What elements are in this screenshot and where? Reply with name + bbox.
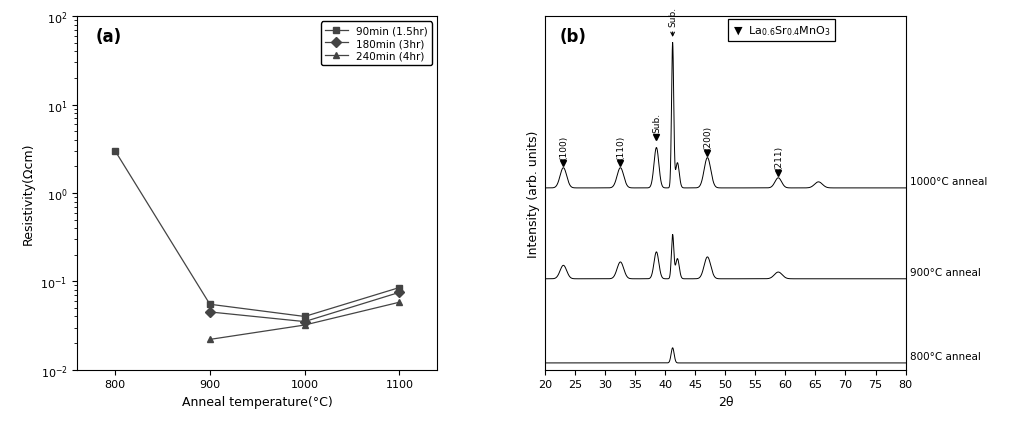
180min (3hr) (204, 310, 216, 315)
Text: (100): (100) (559, 135, 568, 159)
180min (3hr) (298, 319, 311, 324)
240min (4hr) (393, 300, 405, 305)
Y-axis label: Intensity (arb. units): Intensity (arb. units) (527, 130, 540, 257)
Text: (200): (200) (703, 125, 712, 149)
Text: 800°C anneal: 800°C anneal (911, 351, 982, 361)
90min (1.5hr) (204, 302, 216, 307)
240min (4hr) (298, 322, 311, 328)
90min (1.5hr) (393, 285, 405, 290)
Text: (110): (110) (616, 135, 625, 159)
Text: ▼  La$_{0.6}$Sr$_{0.4}$MnO$_3$: ▼ La$_{0.6}$Sr$_{0.4}$MnO$_3$ (733, 24, 830, 38)
Text: (a): (a) (95, 28, 121, 46)
180min (3hr) (393, 290, 405, 295)
Text: 1000°C anneal: 1000°C anneal (911, 177, 988, 187)
Text: 900°C anneal: 900°C anneal (911, 267, 982, 277)
Line: 90min (1.5hr): 90min (1.5hr) (111, 148, 403, 320)
Text: Sub.: Sub. (668, 7, 677, 37)
Text: (211): (211) (774, 145, 783, 169)
240min (4hr) (204, 337, 216, 342)
Line: 240min (4hr): 240min (4hr) (207, 299, 403, 343)
Y-axis label: Resistivity(Ωcm): Resistivity(Ωcm) (22, 142, 35, 245)
Line: 180min (3hr): 180min (3hr) (207, 289, 403, 326)
90min (1.5hr) (109, 149, 121, 154)
X-axis label: 2θ: 2θ (717, 395, 734, 408)
Text: Sub.: Sub. (652, 113, 661, 133)
90min (1.5hr) (298, 314, 311, 319)
Text: (b): (b) (560, 28, 587, 46)
X-axis label: Anneal temperature(°C): Anneal temperature(°C) (182, 395, 332, 408)
Legend: 90min (1.5hr), 180min (3hr), 240min (4hr): 90min (1.5hr), 180min (3hr), 240min (4hr… (321, 22, 432, 66)
